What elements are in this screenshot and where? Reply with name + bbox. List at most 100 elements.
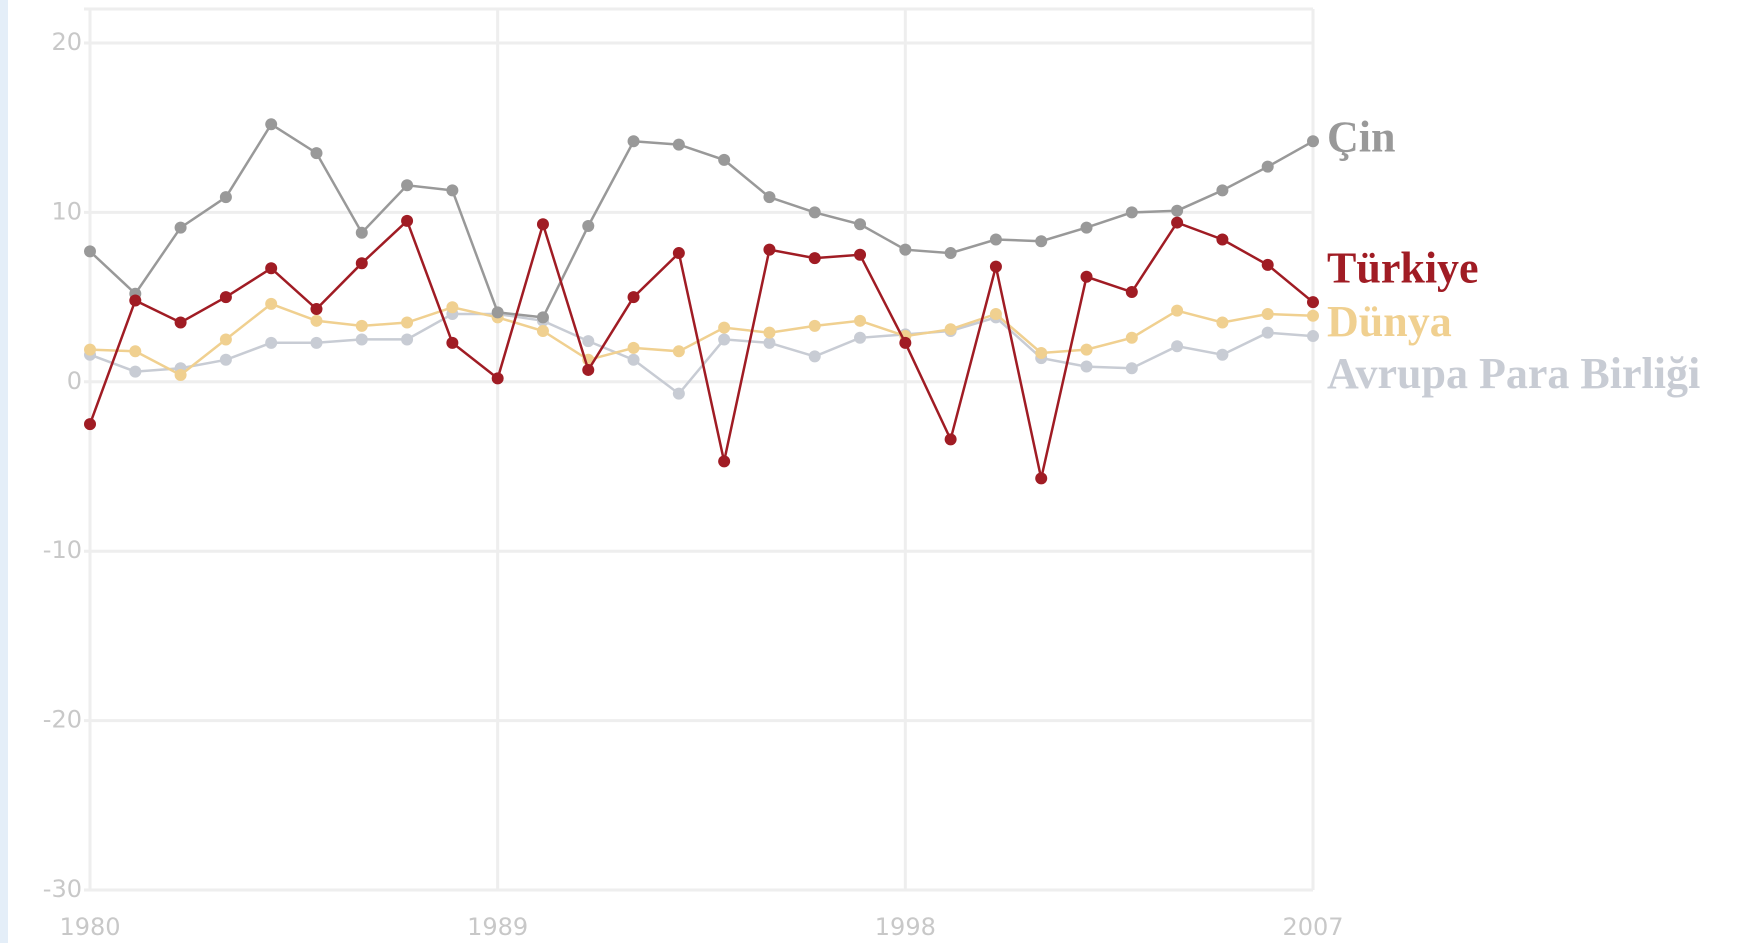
- y-tick-label: -30: [43, 875, 82, 903]
- series-label: Dünya: [1327, 297, 1452, 346]
- point: [718, 153, 731, 166]
- point: [627, 291, 640, 304]
- point: [808, 206, 821, 219]
- point: [129, 365, 142, 378]
- point: [854, 331, 867, 344]
- x-tick-label: 1980: [59, 913, 120, 941]
- point: [219, 191, 232, 204]
- y-tick-label: 0: [67, 367, 82, 395]
- point: [1080, 221, 1093, 234]
- point: [1307, 296, 1319, 309]
- series-line: [89, 312, 1314, 396]
- point: [582, 219, 595, 232]
- point: [355, 333, 368, 346]
- point: [536, 218, 549, 231]
- point: [672, 387, 685, 400]
- point: [944, 323, 957, 336]
- point: [854, 248, 867, 261]
- point: [1035, 347, 1048, 360]
- point: [1080, 270, 1093, 283]
- point: [1171, 304, 1184, 317]
- point: [1261, 326, 1274, 339]
- point: [355, 319, 368, 332]
- point: [944, 247, 957, 260]
- point: [219, 291, 232, 304]
- point: [763, 243, 776, 256]
- point: [627, 353, 640, 366]
- point: [944, 433, 957, 446]
- point: [401, 179, 414, 192]
- point: [446, 301, 459, 314]
- point: [129, 345, 142, 358]
- point: [1307, 309, 1319, 322]
- point: [718, 321, 731, 334]
- point: [355, 226, 368, 239]
- x-tick-label: 1989: [467, 913, 528, 941]
- point: [265, 297, 278, 310]
- point: [310, 336, 323, 349]
- point: [989, 260, 1002, 273]
- point: [1216, 348, 1229, 361]
- point: [1261, 258, 1274, 271]
- point: [1125, 331, 1138, 344]
- y-tick-label: 10: [51, 197, 82, 225]
- point: [401, 214, 414, 227]
- x-tick-label: 1998: [875, 913, 936, 941]
- point: [1125, 362, 1138, 375]
- point: [310, 302, 323, 315]
- point: [672, 138, 685, 151]
- y-tick-label: -10: [43, 536, 82, 564]
- point: [310, 314, 323, 327]
- point: [1261, 160, 1274, 173]
- point: [854, 218, 867, 231]
- series-label: Türkiye: [1327, 243, 1479, 292]
- point: [1080, 360, 1093, 373]
- point: [989, 308, 1002, 321]
- point: [84, 418, 96, 431]
- point: [219, 333, 232, 346]
- point: [310, 147, 323, 160]
- point: [808, 350, 821, 363]
- series-line: [88, 218, 1314, 479]
- point: [763, 191, 776, 204]
- x-tick-label: 2007: [1282, 913, 1343, 941]
- series-line: [89, 122, 1314, 319]
- point: [355, 257, 368, 270]
- point: [763, 326, 776, 339]
- point: [718, 333, 731, 346]
- y-tick-label: 20: [51, 28, 82, 56]
- grid: -30 -20 -10 0 10 20 1980 1989 1998 2007: [43, 9, 1344, 941]
- point: [401, 333, 414, 346]
- point: [1035, 235, 1048, 248]
- point: [265, 336, 278, 349]
- point: [174, 221, 187, 234]
- point: [219, 353, 232, 366]
- point: [446, 184, 459, 197]
- point: [582, 363, 595, 376]
- point: [808, 252, 821, 265]
- point: [536, 311, 549, 324]
- point: [989, 233, 1002, 246]
- point: [265, 118, 278, 131]
- point: [401, 316, 414, 329]
- point: [1171, 216, 1184, 229]
- series-label: Çin: [1327, 112, 1395, 161]
- point: [672, 247, 685, 260]
- series-label: Avrupa Para Birliği: [1327, 349, 1700, 398]
- y-tick-label: -20: [43, 706, 82, 734]
- point: [1307, 330, 1319, 343]
- side-strip: [0, 0, 8, 943]
- point: [582, 335, 595, 348]
- point: [1216, 184, 1229, 197]
- point: [265, 262, 278, 275]
- point: [491, 372, 504, 385]
- point: [1261, 308, 1274, 321]
- point: [718, 455, 731, 468]
- point: [763, 336, 776, 349]
- point: [1216, 316, 1229, 329]
- point: [808, 319, 821, 332]
- point: [627, 341, 640, 354]
- point: [84, 343, 96, 356]
